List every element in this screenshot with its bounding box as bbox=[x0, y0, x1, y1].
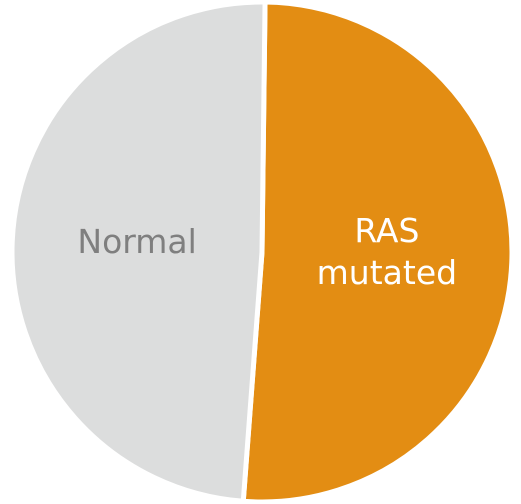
slice-label: Normal bbox=[77, 221, 197, 261]
pie-slice bbox=[240, 0, 515, 504]
slice-label: RAS mutated bbox=[316, 211, 458, 293]
pie-slice bbox=[9, 0, 268, 504]
